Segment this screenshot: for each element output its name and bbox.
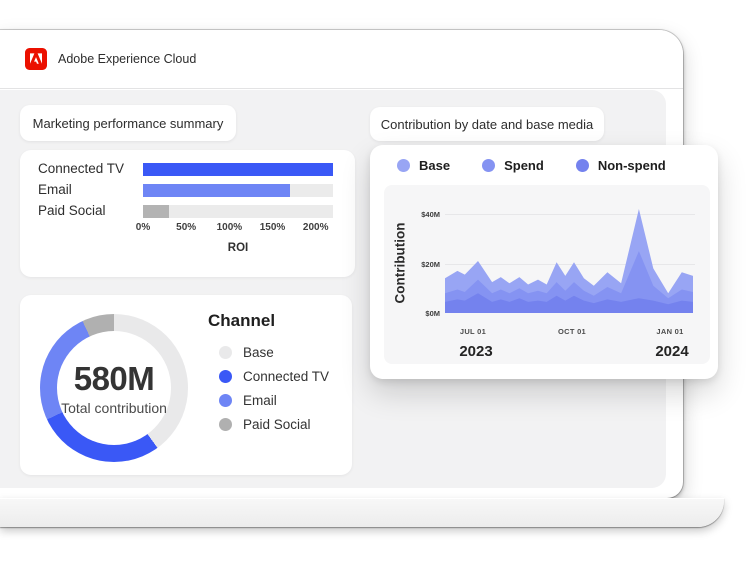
bar-row: Paid Social	[20, 204, 355, 218]
roi-tick-label: 50%	[176, 222, 197, 233]
legend-item-label: Base	[243, 345, 274, 360]
channel-legend-item[interactable]: Paid Social	[208, 413, 329, 436]
area-series-spend	[445, 251, 693, 313]
legend-item-label: Non-spend	[597, 158, 666, 173]
area-legend-item[interactable]: Spend	[473, 158, 544, 173]
y-tick-label: $40M	[421, 210, 440, 219]
laptop-base	[0, 498, 724, 527]
roi-tick-label: 200%	[302, 222, 329, 233]
bar-track	[143, 163, 333, 176]
roi-tick-label: 0%	[135, 222, 151, 233]
year-label: 2024	[655, 343, 689, 360]
area-chart-legend: Base Spend Non-spend	[388, 158, 666, 173]
legend-dot-icon	[575, 159, 589, 172]
bar-category-label: Connected TV	[38, 161, 125, 176]
area-legend-item[interactable]: Base	[388, 158, 450, 173]
app-title: Adobe Experience Cloud	[58, 52, 197, 66]
legend-dot-icon	[219, 418, 232, 431]
bar-value-fill	[143, 205, 169, 218]
tab-marketing-performance[interactable]: Marketing performance summary	[20, 105, 236, 141]
adobe-logo-icon	[25, 48, 47, 70]
channel-legend-item[interactable]: Email	[208, 389, 329, 412]
channel-legend-title: Channel	[208, 311, 276, 330]
bar-value-fill	[143, 163, 333, 176]
area-series-non-spend	[445, 293, 693, 313]
legend-item-label: Paid Social	[243, 417, 311, 432]
channel-donut-card: 580M Total contribution Channel Base Conn…	[20, 295, 352, 475]
legend-dot-icon	[219, 346, 232, 359]
bar-category-label: Email	[38, 182, 72, 197]
roi-tick-label: 100%	[216, 222, 243, 233]
x-tick-label: JAN 01	[656, 327, 684, 336]
gridline	[445, 214, 695, 215]
channel-legend-item[interactable]: Connected TV	[208, 365, 329, 388]
total-contribution-value: 580M	[73, 360, 155, 397]
bar-category-label: Paid Social	[38, 203, 106, 218]
donut-center: 580M Total contribution	[57, 331, 171, 445]
channel-legend-item[interactable]: Base	[208, 341, 329, 364]
y-tick-label: $0M	[425, 309, 440, 318]
stacked-area-plot	[445, 209, 693, 313]
x-tick-label: JUL 01	[459, 327, 487, 336]
legend-item-label: Base	[419, 158, 451, 173]
legend-dot-icon	[397, 159, 410, 172]
channel-donut-chart: 580M Total contribution	[40, 314, 188, 462]
roi-axis-label: ROI	[227, 242, 249, 254]
tab-contribution-by-date[interactable]: Contribution by date and base media	[370, 107, 604, 141]
channel-legend: Channel Base Connected TV Email Paid Social	[208, 311, 329, 436]
area-legend-item[interactable]: Non-spend	[567, 158, 666, 173]
roi-tick-label: 150%	[259, 222, 286, 233]
legend-dot-icon	[219, 370, 232, 383]
roi-bar-chart-card: Connected TV Email Paid Social 0% 50% 100% 15…	[20, 150, 355, 277]
x-tick-label: OCT 01	[557, 327, 587, 336]
bar-track	[143, 205, 333, 218]
bar-value-fill	[143, 184, 290, 197]
legend-dot-icon	[482, 159, 496, 172]
app-topbar: Adobe Experience Cloud	[0, 30, 683, 89]
bar-track	[143, 184, 333, 197]
bar-row: Connected TV	[20, 162, 355, 176]
legend-item-label: Email	[243, 393, 277, 408]
legend-dot-icon	[219, 394, 232, 407]
legend-item-label: Connected TV	[243, 369, 330, 384]
bar-row: Email	[20, 183, 355, 197]
total-contribution-label: Total contribution	[61, 400, 167, 416]
gridline	[445, 264, 695, 265]
year-label: 2023	[459, 343, 493, 360]
legend-item-label: Spend	[504, 158, 544, 173]
contribution-area-card: Base Spend Non-spend Contribution $0M $20M $…	[370, 145, 718, 379]
area-chart-panel: Contribution $0M $20M $40M JUL 01 OCT 01 JAN …	[384, 185, 710, 364]
y-tick-label: $20M	[421, 260, 440, 269]
